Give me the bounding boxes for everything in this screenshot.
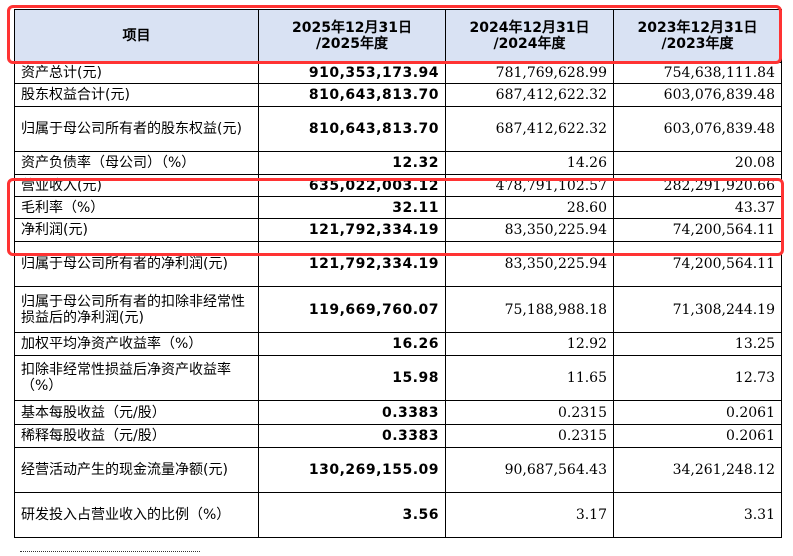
- value-2024: 687,412,622.32: [445, 106, 614, 152]
- row-label: 毛利率（%）: [14, 196, 259, 219]
- table-row: 资产总计(元) 910,353,173.94 781,769,628.99 75…: [14, 62, 782, 84]
- value-2025: 3.56: [258, 492, 446, 538]
- value-2025: 910,353,173.94: [258, 62, 446, 84]
- table-row: 经营活动产生的现金流量净额(元) 130,269,155.09 90,687,5…: [14, 447, 782, 493]
- value-2024: 478,791,102.57: [445, 174, 614, 197]
- value-2024: 3.17: [445, 492, 614, 538]
- row-label: 加权平均净资产收益率（%）: [14, 332, 259, 356]
- value-2024: 28.60: [445, 196, 614, 219]
- value-2025: 32.11: [258, 196, 446, 219]
- value-2024: 0.2315: [445, 424, 614, 448]
- value-2025: 0.3383: [258, 424, 446, 448]
- value-2024: 83,350,225.94: [445, 241, 614, 287]
- value-2023: 71,308,244.19: [613, 286, 782, 333]
- value-2023: 754,638,111.84: [613, 62, 782, 84]
- table-row: 资产负债率（母公司）（%） 12.32 14.26 20.08: [14, 151, 782, 175]
- value-2023: 0.2061: [613, 400, 782, 425]
- value-2024: 781,769,628.99: [445, 62, 614, 84]
- value-2023: 43.37: [613, 196, 782, 219]
- table-row: 归属于母公司所有者的股东权益(元) 810,643,813.70 687,412…: [14, 106, 782, 152]
- row-label: 基本每股收益（元/股）: [14, 400, 259, 425]
- row-label: 归属于母公司所有者的扣除非经常性损益后的净利润(元): [14, 286, 259, 333]
- row-label: 股东权益合计(元): [14, 83, 259, 107]
- value-2024: 12.92: [445, 332, 614, 356]
- value-2024: 687,412,622.32: [445, 83, 614, 107]
- table-row: 净利润(元) 121,792,334.19 83,350,225.94 74,2…: [14, 218, 782, 242]
- row-label: 扣除非经常性损益后净资产收益率（%）: [14, 355, 259, 401]
- table-body: 资产总计(元) 910,353,173.94 781,769,628.99 75…: [14, 62, 782, 538]
- table-row: 加权平均净资产收益率（%） 16.26 12.92 13.25: [14, 332, 782, 356]
- value-2023: 3.31: [613, 492, 782, 538]
- row-label: 归属于母公司所有者的股东权益(元): [14, 106, 259, 152]
- row-label: 资产总计(元): [14, 62, 259, 84]
- table-row: 扣除非经常性损益后净资产收益率（%） 15.98 11.65 12.73: [14, 355, 782, 401]
- value-2023: 282,291,920.66: [613, 174, 782, 197]
- header-2024: 2024年12月31日 /2024年度: [445, 9, 614, 63]
- value-2025: 810,643,813.70: [258, 106, 446, 152]
- value-2023: 603,076,839.48: [613, 83, 782, 107]
- value-2023: 12.73: [613, 355, 782, 401]
- table-row: 稀释每股收益（元/股） 0.3383 0.2315 0.2061: [14, 424, 782, 448]
- value-2023: 34,261,248.12: [613, 447, 782, 493]
- row-label: 经营活动产生的现金流量净额(元): [14, 447, 259, 493]
- value-2025: 15.98: [258, 355, 446, 401]
- value-2023: 13.25: [613, 332, 782, 356]
- table-row: 归属于母公司所有者的净利润(元) 121,792,334.19 83,350,2…: [14, 241, 782, 287]
- value-2024: 83,350,225.94: [445, 218, 614, 242]
- page-footer-fragment: [20, 551, 200, 556]
- value-2023: 0.2061: [613, 424, 782, 448]
- value-2024: 11.65: [445, 355, 614, 401]
- row-label: 营业收入(元): [14, 174, 259, 197]
- table-row: 毛利率（%） 32.11 28.60 43.37: [14, 196, 782, 219]
- header-item: 项目: [14, 9, 259, 63]
- value-2025: 635,022,003.12: [258, 174, 446, 197]
- value-2025: 12.32: [258, 151, 446, 175]
- header-row: 项目 2025年12月31日 /2025年度 2024年12月31日 /2024…: [14, 9, 782, 63]
- value-2024: 14.26: [445, 151, 614, 175]
- value-2023: 603,076,839.48: [613, 106, 782, 152]
- value-2025: 16.26: [258, 332, 446, 356]
- table-row: 研发投入占营业收入的比例（%） 3.56 3.17 3.31: [14, 492, 782, 538]
- row-label: 资产负债率（母公司）（%）: [14, 151, 259, 175]
- table-row: 基本每股收益（元/股） 0.3383 0.2315 0.2061: [14, 400, 782, 425]
- value-2024: 75,188,988.18: [445, 286, 614, 333]
- row-label: 研发投入占营业收入的比例（%）: [14, 492, 259, 538]
- table-row: 营业收入(元) 635,022,003.12 478,791,102.57 28…: [14, 174, 782, 197]
- value-2025: 810,643,813.70: [258, 83, 446, 107]
- header-2025: 2025年12月31日 /2025年度: [258, 9, 446, 63]
- value-2024: 0.2315: [445, 400, 614, 425]
- row-label: 归属于母公司所有者的净利润(元): [14, 241, 259, 287]
- row-label: 稀释每股收益（元/股）: [14, 424, 259, 448]
- table-row: 归属于母公司所有者的扣除非经常性损益后的净利润(元) 119,669,760.0…: [14, 286, 782, 333]
- value-2025: 121,792,334.19: [258, 218, 446, 242]
- value-2025: 121,792,334.19: [258, 241, 446, 287]
- value-2024: 90,687,564.43: [445, 447, 614, 493]
- value-2025: 119,669,760.07: [258, 286, 446, 333]
- financial-data-table: 项目 2025年12月31日 /2025年度 2024年12月31日 /2024…: [14, 9, 782, 538]
- value-2025: 0.3383: [258, 400, 446, 425]
- row-label: 净利润(元): [14, 218, 259, 242]
- value-2023: 74,200,564.11: [613, 218, 782, 242]
- value-2023: 20.08: [613, 151, 782, 175]
- value-2023: 74,200,564.11: [613, 241, 782, 287]
- table-row: 股东权益合计(元) 810,643,813.70 687,412,622.32 …: [14, 83, 782, 107]
- header-2023: 2023年12月31日 /2023年度: [613, 9, 782, 63]
- value-2025: 130,269,155.09: [258, 447, 446, 493]
